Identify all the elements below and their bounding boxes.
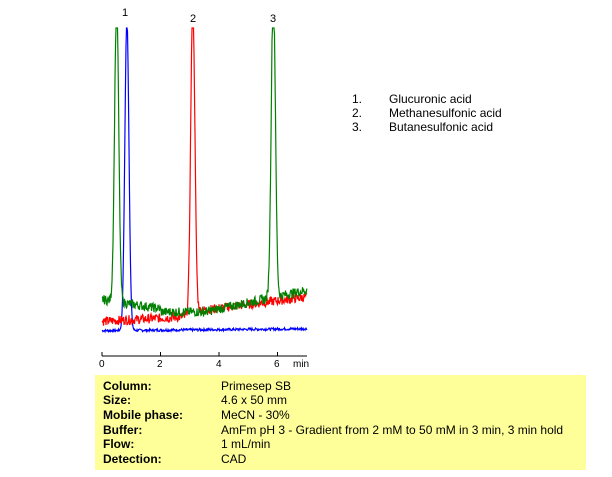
peak-label-1: 1 [122,7,129,19]
condition-key: Buffer: [103,423,143,437]
chromatogram-traces [101,27,308,334]
condition-key: Detection: [103,452,162,466]
trace-butanesulfonic-acid-trace [101,27,308,318]
x-tick-6: 6 [274,359,280,370]
condition-value: Primesep SB [221,379,292,393]
peak-label-2: 2 [190,13,197,25]
x-tick-4: 4 [216,359,222,370]
trace-methanesulfonic-acid-trace [101,27,308,326]
legend-number: 2. [352,106,363,120]
peak-label-3: 3 [270,13,277,25]
x-axis-unit: min [293,359,310,370]
x-tick-0: 0 [99,359,105,370]
trace-glucuronic-acid-trace [101,27,308,334]
condition-value: 4.6 x 50 mm [221,393,288,407]
condition-value: MeCN - 30% [221,408,290,422]
legend-label: Methanesulfonic acid [389,106,502,120]
x-axis [101,352,307,357]
condition-key: Flow: [103,437,135,451]
condition-value: AmFm pH 3 - Gradient from 2 mM to 50 mM … [221,423,564,437]
x-tick-2: 2 [157,359,163,370]
condition-value: CAD [221,452,247,466]
condition-key: Mobile phase: [103,408,184,422]
legend-number: 3. [352,120,363,134]
legend-item: 3. Butanesulfonic acid [352,120,502,134]
legend-label: Butanesulfonic acid [389,120,494,134]
method-conditions-box: Column: Primesep SB Size: 4.6 x 50 mm Mo… [95,375,586,470]
condition-key: Column: [103,379,152,393]
legend-number: 1. [352,92,363,106]
legend-label: Glucuronic acid [389,92,472,106]
legend-item: 2. Methanesulfonic acid [352,106,502,120]
condition-key: Size: [103,393,132,407]
condition-value: 1 mL/min [221,437,271,451]
legend-item: 1. Glucuronic acid [352,92,502,106]
chromatogram-plot [101,27,308,357]
compound-legend: 1. Glucuronic acid 2. Methanesulfonic ac… [352,92,502,134]
